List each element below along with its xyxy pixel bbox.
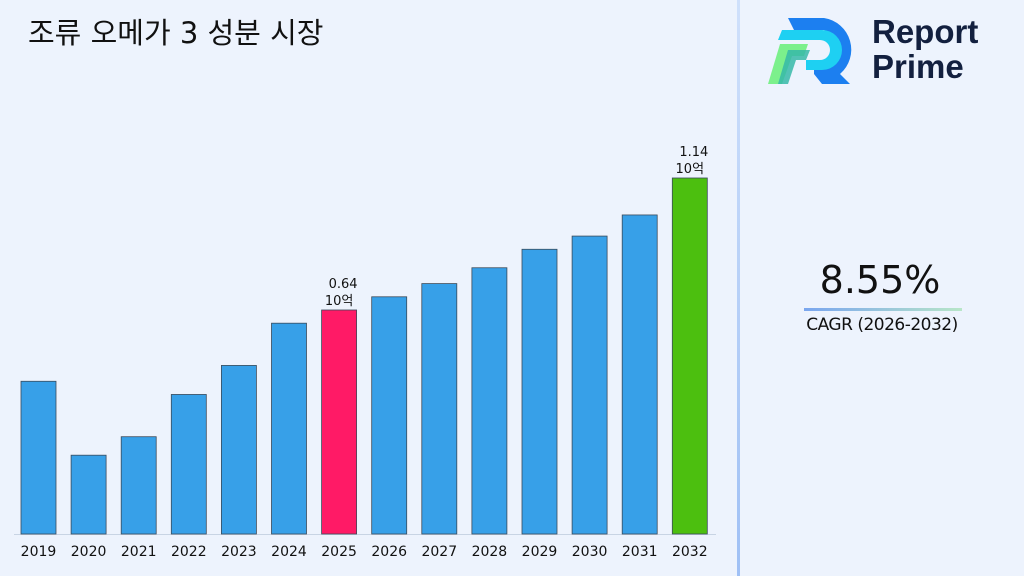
bar-2027: [421, 283, 458, 535]
x-tick-label: 2032: [672, 544, 708, 560]
chart-title: 조류 오메가 3 성분 시장: [28, 16, 324, 50]
x-tick-label: 2029: [522, 544, 558, 560]
cagr-underline: [804, 308, 962, 311]
data-label-unit: 10억: [676, 162, 705, 177]
x-tick-label: 2019: [21, 544, 57, 560]
x-tick-label: 2020: [71, 544, 107, 560]
cagr-label: CAGR (2026-2032): [806, 315, 958, 335]
brand-line1: Report: [872, 13, 979, 50]
bar-2019: [20, 380, 57, 535]
bar-2021: [120, 436, 157, 535]
x-tick-label: 2022: [171, 544, 207, 560]
cagr-value: 8.55%: [819, 258, 941, 302]
bar-2031: [621, 214, 658, 535]
x-tick-label: 2023: [221, 544, 257, 560]
bar-2023: [220, 365, 257, 535]
x-tick-label: 2021: [121, 544, 157, 560]
x-tick-label: 2030: [572, 544, 608, 560]
bar-2030: [571, 235, 608, 535]
bar-2026: [371, 296, 408, 535]
x-tick-label: 2028: [472, 544, 508, 560]
data-label-unit: 10억: [325, 294, 354, 309]
bar-chart: 2019 2020 2021 2022 2023 2024 2025 2026 2027 2028…: [14, 145, 716, 560]
x-tick-label: 2024: [271, 544, 307, 560]
bar-2032: [671, 177, 708, 535]
x-tick-label: 2025: [321, 544, 357, 560]
bar-2029: [521, 248, 558, 535]
report-prime-logo-icon: [768, 18, 852, 84]
data-label-value: 0.64: [329, 277, 358, 292]
divider: [737, 0, 740, 576]
x-tick-label: 2027: [421, 544, 457, 560]
bar-2020: [70, 454, 107, 535]
x-tick-label: 2026: [371, 544, 407, 560]
bar-2022: [170, 394, 207, 535]
data-label-value: 1.14: [679, 145, 708, 160]
brand-line2: Prime: [872, 48, 964, 85]
bar-2024: [271, 322, 307, 535]
bar-2025: [321, 309, 358, 535]
x-tick-label: 2031: [622, 544, 658, 560]
brand-name: Report Prime: [872, 14, 978, 84]
bar-2028: [471, 267, 508, 535]
